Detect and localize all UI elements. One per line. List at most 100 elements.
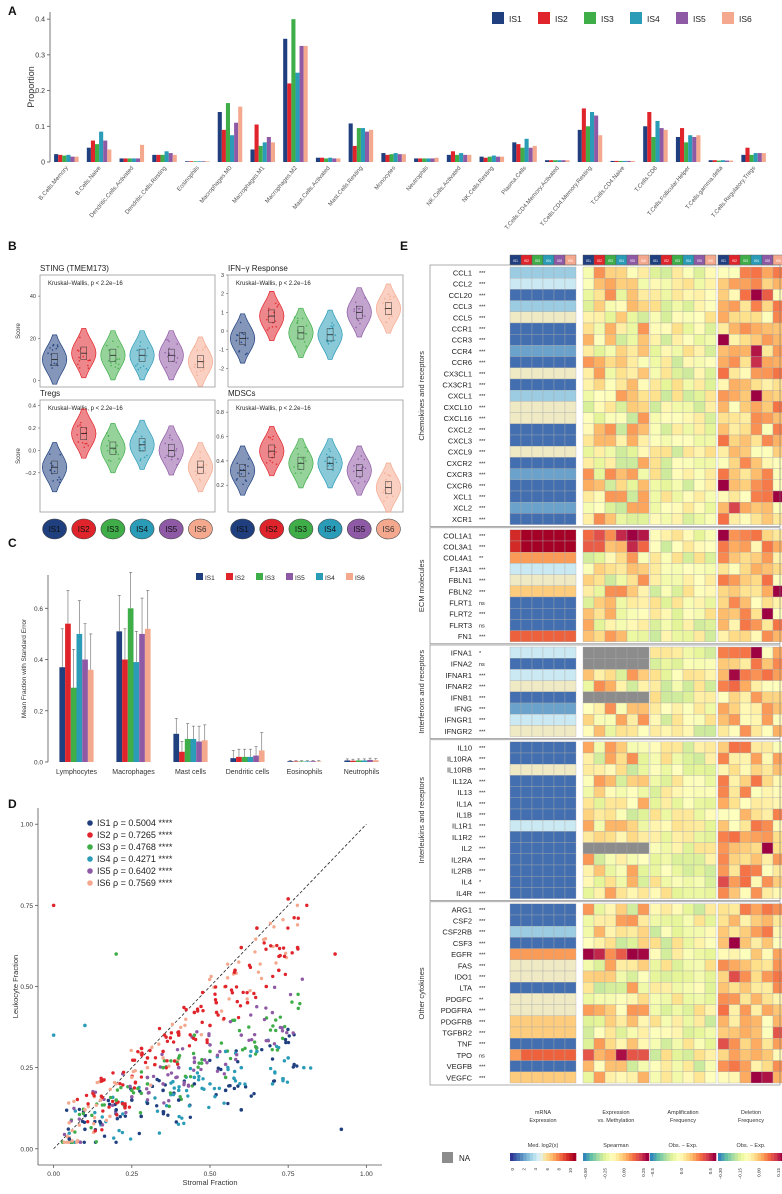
e-cell — [649, 630, 662, 642]
e-significance: *** — [479, 282, 486, 288]
d-point-is2 — [99, 1094, 104, 1098]
d-point-is2 — [213, 998, 218, 1002]
e-cell — [750, 764, 763, 776]
e-cell-mrna — [531, 959, 544, 972]
e-cell — [582, 630, 595, 642]
e-cell — [615, 311, 628, 324]
c-bar — [253, 755, 259, 762]
e-cell-mrna — [564, 552, 577, 564]
e-cell-mrna — [531, 585, 544, 598]
a-bar — [594, 115, 599, 162]
e-cell — [761, 959, 774, 972]
e-cell — [615, 446, 628, 458]
e-significance: *** — [479, 1042, 486, 1048]
e-cell — [750, 864, 763, 877]
d-point-is3 — [228, 1056, 233, 1061]
d-point-is2 — [133, 1080, 138, 1084]
e-cell — [626, 786, 639, 798]
e-cell — [728, 266, 741, 279]
e-cell — [649, 423, 662, 436]
d-point-is5 — [180, 1047, 185, 1051]
e-cell-mrna — [520, 266, 533, 279]
e-colorbar-segment — [754, 1153, 758, 1161]
d-point-is6 — [170, 1022, 175, 1026]
e-cell-mrna — [520, 619, 533, 631]
e-cell — [704, 401, 717, 413]
e-colorbar-segment — [777, 1153, 781, 1161]
b-jitter-point — [77, 350, 80, 352]
e-cell — [671, 300, 684, 312]
e-cell — [728, 552, 741, 564]
e-cell — [593, 412, 606, 424]
e-cell — [660, 797, 673, 810]
d-point-is4 — [184, 1088, 189, 1093]
e-cell — [717, 646, 730, 659]
e-cell-mrna — [531, 367, 544, 380]
e-cell — [750, 993, 763, 1005]
e-cell — [660, 1026, 673, 1039]
d-point-is1 — [249, 1094, 253, 1098]
e-cell — [772, 691, 782, 704]
b-jitter-point — [176, 343, 178, 345]
e-cell — [750, 596, 763, 609]
b-jitter-point — [204, 472, 207, 475]
e-colorbar-tick: 8 — [556, 1168, 561, 1171]
e-cell-mrna — [520, 540, 533, 553]
d-point-is4 — [195, 1071, 200, 1075]
e-cell — [750, 300, 763, 312]
e-colorbar-segment — [702, 1153, 707, 1161]
e-cell — [615, 585, 628, 598]
e-cell — [604, 1026, 617, 1039]
e-cell — [615, 334, 628, 346]
e-cell — [739, 446, 752, 458]
e-cell — [704, 658, 717, 670]
e-cell-mrna — [520, 1015, 533, 1028]
d-point-is1 — [223, 1088, 228, 1093]
c-bar — [230, 758, 237, 762]
e-cell — [761, 926, 774, 938]
e-cell — [682, 401, 695, 413]
e-cell — [704, 540, 717, 553]
e-cell — [604, 853, 617, 866]
e-cell-mrna — [509, 585, 522, 598]
d-point-is2 — [115, 1101, 119, 1105]
c-legend-label: IS1 — [205, 575, 215, 582]
e-cell-mrna — [531, 434, 544, 447]
e-cell — [593, 278, 606, 290]
b-jitter-point — [165, 366, 168, 369]
e-cell-mrna — [531, 423, 544, 436]
e-colorbar-segment — [639, 1153, 643, 1161]
e-significance: *** — [479, 891, 486, 897]
e-cell-mrna — [542, 903, 555, 916]
e-cell-mrna — [531, 278, 544, 290]
c-x-tick-label: Macrophages — [112, 769, 155, 776]
e-cell-mrna — [520, 982, 533, 994]
a-bar — [254, 124, 259, 162]
e-cell-mrna — [553, 266, 566, 279]
d-legend-label: IS3 ρ = 0.4768 **** — [97, 842, 173, 852]
e-cell-mrna — [531, 289, 544, 301]
e-cell-mrna — [531, 513, 544, 525]
e-cell — [582, 714, 595, 726]
d-point-is1 — [270, 1057, 275, 1061]
e-cell — [761, 266, 774, 279]
e-significance: *** — [479, 450, 486, 456]
e-cell-mrna — [553, 864, 566, 877]
d-point-is5 — [223, 1062, 228, 1067]
e-cell — [772, 367, 782, 380]
b-y-tick-label: 0.2 — [28, 426, 36, 432]
b-jitter-point — [82, 355, 84, 358]
e-cell-mrna — [542, 786, 555, 798]
e-cell — [593, 714, 606, 726]
b-jitter-point — [165, 338, 167, 341]
e-cell-mrna — [520, 658, 533, 670]
e-cell — [582, 820, 595, 832]
e-cell — [693, 714, 706, 726]
e-cell-mrna — [542, 630, 555, 642]
e-cell — [717, 446, 730, 458]
b-group-badge-label: IS5 — [353, 525, 366, 534]
e-cell-mrna — [542, 513, 555, 525]
e-cell — [739, 853, 752, 866]
b-jitter-point — [267, 307, 270, 310]
